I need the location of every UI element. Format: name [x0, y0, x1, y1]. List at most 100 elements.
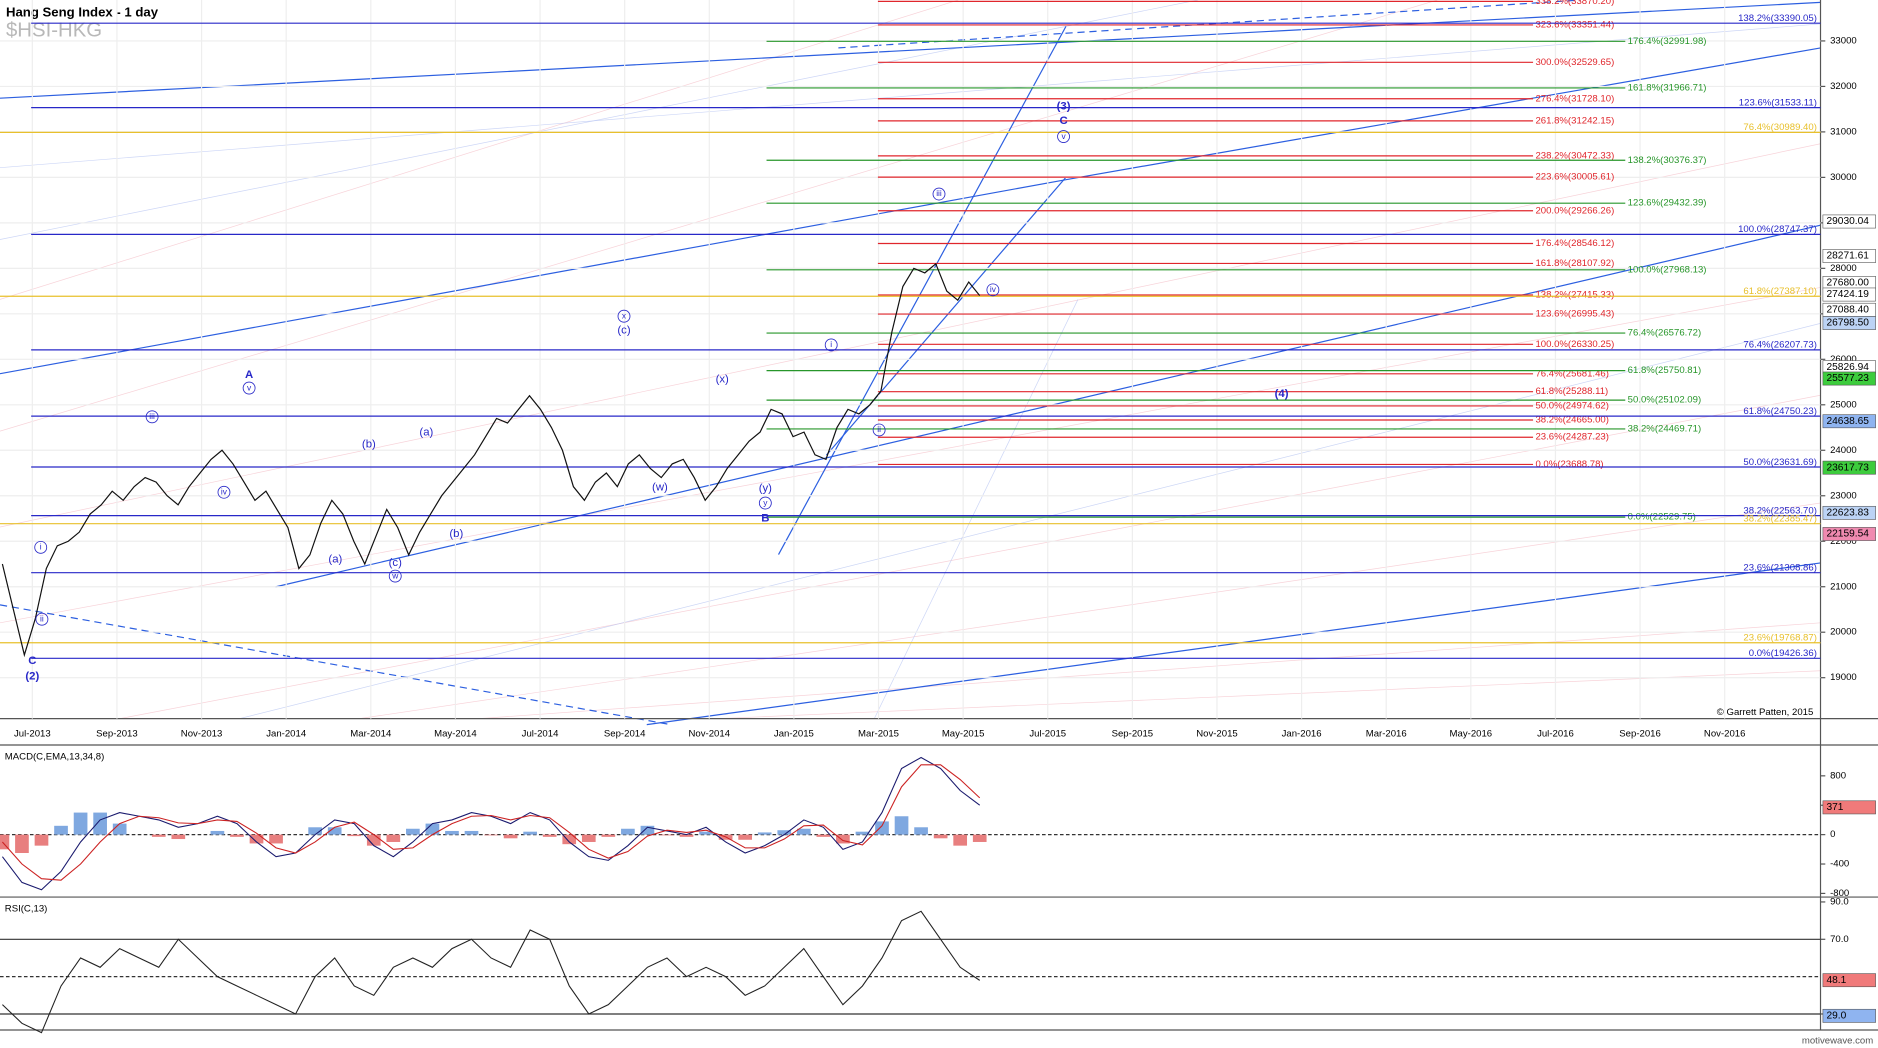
fib-label: 38.2%(22385.47)	[1743, 513, 1816, 524]
y-tick-label: 70.0	[1830, 934, 1849, 945]
wave-label: w	[391, 570, 399, 580]
y-tick-label: 22000	[1830, 536, 1857, 547]
macd-line	[1, 764, 981, 881]
x-tick-label: Sep-2014	[604, 729, 646, 740]
wave-label: C	[1059, 115, 1067, 127]
y-tick-label: -400	[1830, 859, 1849, 870]
macd-title: MACD(C,EMA,13,34,8)	[5, 751, 105, 762]
value-box-label: 25826.94	[1826, 362, 1869, 373]
histogram-bar	[523, 831, 537, 835]
fib-label: 23.6%(19768.87)	[1743, 632, 1816, 643]
x-tick-label: Nov-2014	[689, 729, 731, 740]
histogram-bar	[54, 825, 68, 835]
wave-label: i	[830, 339, 832, 349]
wave-circle	[34, 540, 48, 554]
fib-label: 0.0%(23688.78)	[1535, 459, 1603, 470]
fib-label: 123.6%(26995.43)	[1535, 309, 1614, 320]
fib-label: 50.0%(25102.09)	[1628, 395, 1701, 406]
wave-circle	[986, 283, 1000, 297]
wave-label: (4)	[1275, 388, 1289, 400]
x-tick-label: Nov-2015	[1196, 729, 1238, 740]
wave-label: iv	[990, 284, 997, 294]
histogram-bar	[738, 834, 753, 840]
wave-label: iv	[221, 486, 228, 496]
fib-label: 76.4%(30989.40)	[1743, 122, 1816, 133]
histogram-bar	[0, 834, 10, 850]
wave-label: (x)	[716, 374, 729, 386]
wave-circle	[872, 423, 886, 437]
histogram-bar	[836, 834, 850, 844]
fib-label: 123.6%(31533.11)	[1739, 97, 1817, 108]
x-tick-label: Mar-2016	[1366, 729, 1407, 740]
y-tick-label: 31000	[1830, 126, 1857, 137]
histogram-bar	[875, 821, 889, 835]
wave-circle	[388, 569, 402, 583]
wave-label: ii	[877, 424, 881, 434]
histogram-bar	[249, 834, 264, 844]
histogram-bar	[542, 834, 557, 837]
value-box-label: 25577.23	[1826, 373, 1869, 384]
x-tick-label: May-2016	[1450, 729, 1493, 740]
fib-label: 23.6%(21308.86)	[1743, 562, 1816, 573]
fib-label: 61.8%(25288.11)	[1535, 386, 1608, 397]
wave-label: (c)	[389, 557, 402, 569]
value-box-label: 29.0	[1826, 1011, 1846, 1022]
histogram-bar	[914, 827, 928, 835]
y-tick-label: 21000	[1830, 581, 1857, 592]
x-tick-label: Mar-2014	[350, 729, 392, 740]
value-box-label: 26798.50	[1826, 318, 1869, 329]
value-box	[1822, 527, 1876, 541]
y-tick-label: 26000	[1830, 354, 1857, 365]
value-box-label: 27088.40	[1826, 304, 1869, 315]
y-tick-label: 23000	[1830, 490, 1857, 501]
fib-label: 50.0%(24974.62)	[1535, 400, 1608, 411]
wave-label: C	[28, 655, 36, 667]
wave-label: iii	[149, 411, 155, 421]
y-tick-label: 30000	[1830, 172, 1857, 183]
fib-label: 161.8%(28107.92)	[1535, 258, 1614, 269]
value-box-label: 24638.65	[1826, 416, 1869, 427]
histogram-bar	[484, 834, 498, 836]
value-box	[1822, 249, 1876, 263]
value-box-label: 23617.73	[1826, 462, 1869, 473]
histogram-bar	[93, 812, 107, 835]
histogram-bar	[777, 830, 792, 835]
y-tick-label: 33000	[1830, 35, 1857, 46]
wave-circle	[617, 309, 631, 323]
histogram-bar	[621, 828, 635, 835]
histogram-bar	[933, 834, 948, 839]
wave-label: B	[761, 513, 769, 525]
x-tick-label: Jan-2014	[266, 729, 307, 740]
wave-label: (a)	[328, 553, 342, 565]
wave-label: (y)	[759, 483, 772, 495]
wave-circle	[932, 187, 946, 201]
fib-label: 76.4%(26576.72)	[1628, 328, 1701, 339]
x-tick-label: Jul-2013	[14, 729, 51, 740]
y-tick-label: 90.0	[1830, 896, 1849, 907]
value-box-label: 48.1	[1826, 975, 1846, 986]
y-tick-label: -800	[1830, 888, 1849, 899]
fib-label: 176.4%(28546.12)	[1535, 238, 1614, 249]
x-tick-label: Jan-2016	[1282, 729, 1322, 740]
x-tick-label: May-2015	[942, 729, 985, 740]
value-box	[1822, 214, 1876, 229]
value-box-label: 27680.00	[1826, 278, 1869, 289]
histogram-bar	[972, 834, 987, 842]
value-box-label: 29030.04	[1826, 216, 1869, 227]
histogram-bar	[562, 834, 577, 845]
wave-label: (b)	[362, 438, 376, 450]
histogram-bar	[15, 834, 29, 853]
histogram-bar	[503, 834, 518, 839]
histogram-bar	[112, 823, 127, 835]
value-box-label: 22159.54	[1826, 529, 1869, 540]
x-tick-label: Mar-2015	[858, 729, 899, 740]
value-box	[1822, 460, 1876, 475]
y-tick-label: 28000	[1830, 263, 1857, 274]
rsi-line	[2, 910, 981, 1034]
histogram-bar	[816, 834, 831, 837]
copyright: © Garrett Patten, 2015	[1717, 707, 1814, 718]
price-line	[1, 262, 981, 658]
fib-label: 223.6%(30005.61)	[1535, 172, 1614, 183]
histogram-bar	[73, 812, 88, 835]
